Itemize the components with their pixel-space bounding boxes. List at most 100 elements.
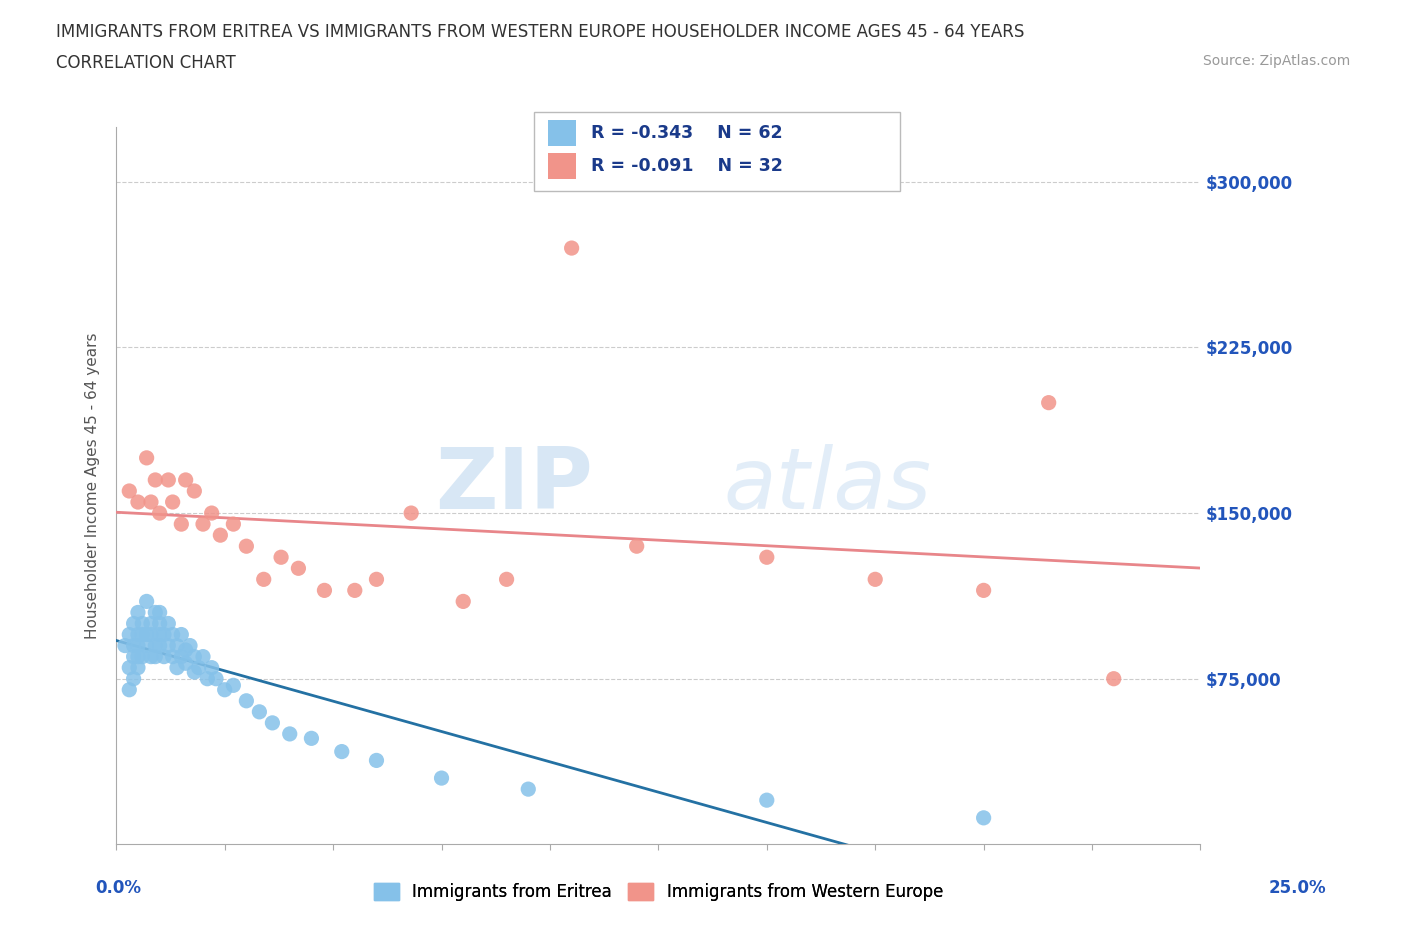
Point [201, 660, 224, 675]
Point [143, 605, 166, 620]
Point [495, 572, 517, 587]
Point [191, 517, 214, 532]
Point [366, 753, 388, 768]
Point [166, 660, 188, 675]
Point [139, 627, 162, 642]
Point [118, 660, 141, 675]
Point [755, 792, 778, 807]
Point [149, 616, 172, 631]
Point [127, 495, 149, 510]
Point [561, 241, 583, 256]
Point [174, 472, 197, 487]
Point [143, 472, 166, 487]
Point [162, 627, 184, 642]
Point [626, 538, 648, 553]
Point [399, 506, 422, 521]
Point [135, 627, 157, 642]
Point [122, 616, 145, 631]
Point [270, 550, 292, 565]
Point [191, 649, 214, 664]
Text: 0.0%: 0.0% [96, 879, 142, 897]
Point [1102, 671, 1125, 686]
Point [157, 616, 180, 631]
Legend: Immigrants from Eritrea, Immigrants from Western Europe: Immigrants from Eritrea, Immigrants from… [367, 876, 950, 908]
Point [153, 649, 176, 664]
Point [143, 638, 166, 653]
Point [122, 638, 145, 653]
Point [127, 649, 149, 664]
Point [973, 810, 995, 825]
Text: atlas: atlas [724, 444, 931, 527]
Point [149, 506, 172, 521]
Point [179, 638, 201, 653]
Point [451, 594, 474, 609]
Point [162, 649, 184, 664]
Point [143, 649, 166, 664]
Point [247, 704, 270, 719]
Point [214, 683, 236, 698]
Point [131, 616, 153, 631]
Point [135, 594, 157, 609]
Text: R = -0.343    N = 62: R = -0.343 N = 62 [591, 124, 782, 142]
Point [170, 627, 193, 642]
Point [174, 656, 197, 671]
Point [139, 649, 162, 664]
Point [149, 627, 172, 642]
Point [149, 605, 172, 620]
Text: R = -0.091    N = 32: R = -0.091 N = 32 [591, 157, 782, 176]
Point [235, 694, 257, 709]
Point [118, 683, 141, 698]
Point [222, 678, 245, 693]
Point [183, 665, 205, 680]
Point [430, 771, 453, 786]
Point [135, 638, 157, 653]
Point [343, 583, 366, 598]
Point [201, 506, 224, 521]
Point [153, 627, 176, 642]
Point [262, 715, 284, 730]
Point [174, 643, 197, 658]
Point [131, 649, 153, 664]
Point [157, 638, 180, 653]
Point [299, 731, 322, 746]
Point [166, 638, 188, 653]
Point [314, 583, 336, 598]
Point [209, 527, 232, 542]
Point [127, 605, 149, 620]
Point [235, 538, 257, 553]
Point [287, 561, 309, 576]
Text: ZIP: ZIP [436, 444, 593, 527]
Point [187, 660, 209, 675]
Point [170, 649, 193, 664]
Point [118, 484, 141, 498]
Point [122, 649, 145, 664]
Text: 25.0%: 25.0% [1268, 879, 1326, 897]
Point [205, 671, 228, 686]
Point [114, 638, 136, 653]
Point [162, 495, 184, 510]
Point [157, 472, 180, 487]
Point [366, 572, 388, 587]
Point [517, 782, 540, 797]
Point [127, 638, 149, 653]
Point [863, 572, 886, 587]
Point [278, 726, 301, 741]
Point [127, 627, 149, 642]
Y-axis label: Householder Income Ages 45 - 64 years: Householder Income Ages 45 - 64 years [86, 332, 100, 639]
Point [195, 671, 218, 686]
Point [330, 744, 353, 759]
Text: CORRELATION CHART: CORRELATION CHART [56, 54, 236, 72]
Point [222, 517, 245, 532]
Point [127, 660, 149, 675]
Point [1038, 395, 1060, 410]
Point [755, 550, 778, 565]
Point [149, 638, 172, 653]
Point [118, 627, 141, 642]
Point [170, 517, 193, 532]
Point [183, 484, 205, 498]
Point [135, 450, 157, 465]
Text: Source: ZipAtlas.com: Source: ZipAtlas.com [1202, 54, 1350, 68]
Point [139, 495, 162, 510]
Point [183, 649, 205, 664]
Point [973, 583, 995, 598]
